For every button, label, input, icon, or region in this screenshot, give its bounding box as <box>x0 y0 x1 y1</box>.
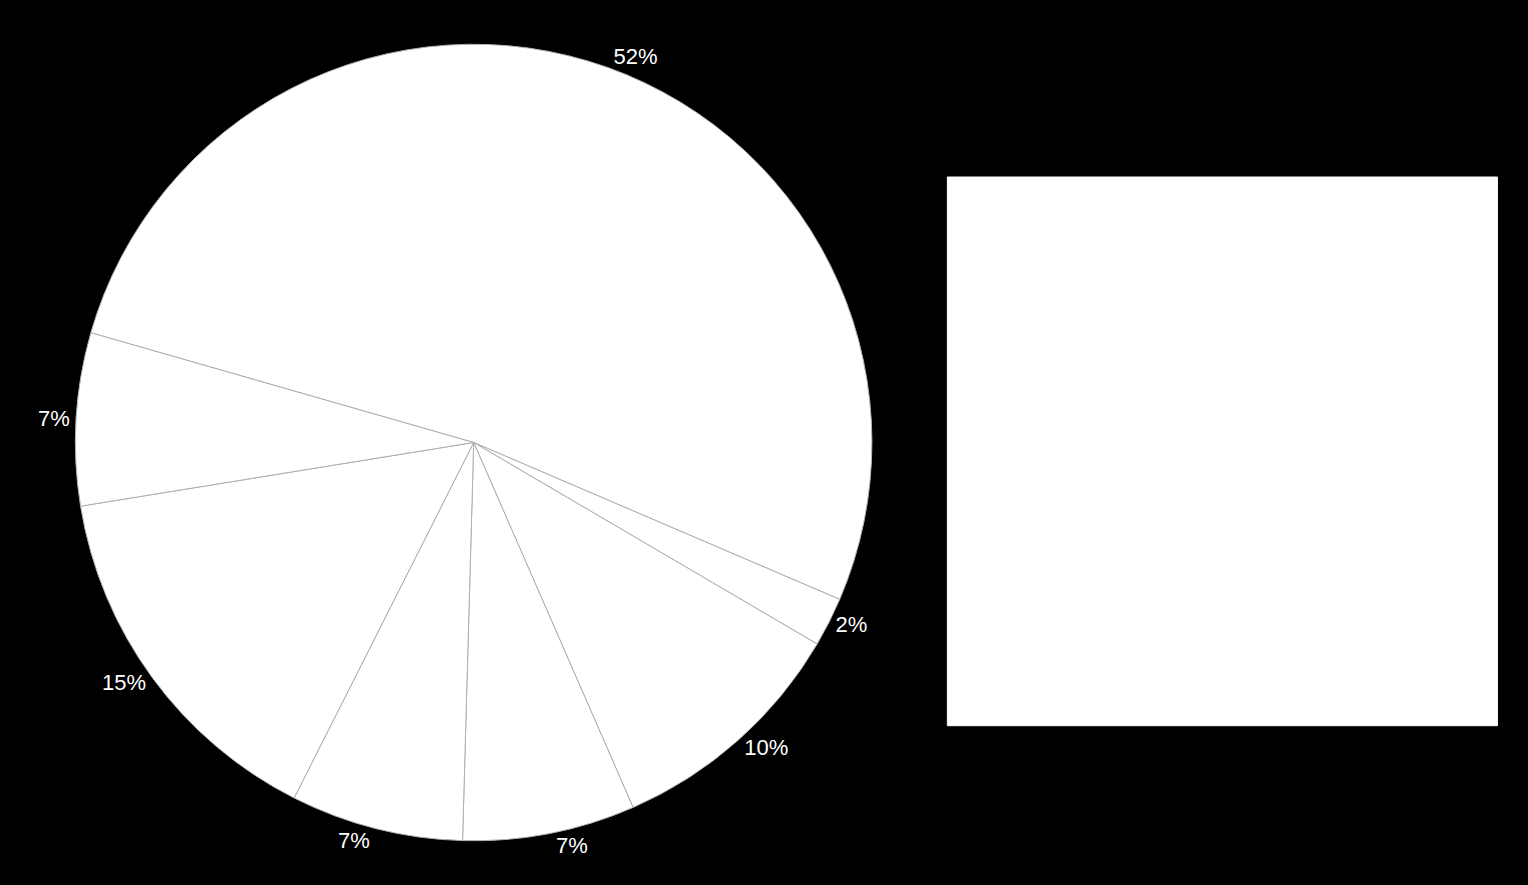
svg-text:7%: 7% <box>556 833 588 858</box>
svg-text:7%: 7% <box>338 828 370 853</box>
svg-text:10%: 10% <box>744 735 788 760</box>
svg-text:15%: 15% <box>102 670 146 695</box>
svg-text:2%: 2% <box>835 612 867 637</box>
svg-text:7%: 7% <box>38 406 70 431</box>
svg-text:52%: 52% <box>614 44 658 69</box>
